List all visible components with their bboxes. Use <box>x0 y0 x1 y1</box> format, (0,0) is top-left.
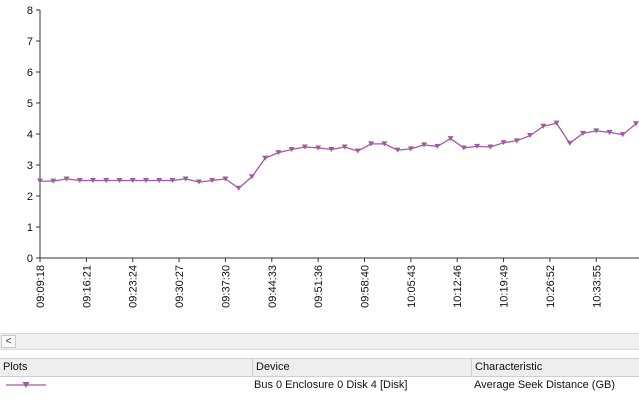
data-point <box>103 178 110 183</box>
data-point <box>235 185 242 191</box>
data-point <box>142 178 149 183</box>
y-tick-label: 0 <box>27 253 33 265</box>
device-cell: Bus 0 Enclosure 0 Disk 4 [Disk] <box>254 379 408 391</box>
data-point <box>315 145 322 151</box>
data-point <box>169 178 176 183</box>
plot-legend-cell <box>0 377 252 395</box>
data-point <box>460 145 467 151</box>
data-point <box>434 143 441 149</box>
data-point <box>527 133 534 139</box>
data-point <box>540 123 547 129</box>
y-tick-label: 2 <box>27 191 33 203</box>
data-point <box>262 155 269 161</box>
data-point <box>368 141 375 147</box>
data-point <box>182 176 189 182</box>
plots-table: Plots Device Characteristic Bus 0 Enclos… <box>0 358 639 407</box>
data-point <box>89 178 96 183</box>
data-point <box>381 141 388 147</box>
chart-axes <box>39 10 639 259</box>
y-tick-label: 1 <box>27 222 33 234</box>
data-point <box>209 178 216 183</box>
x-tick-label: 09:16:21 <box>81 265 93 308</box>
data-point <box>619 132 626 138</box>
data-point <box>500 140 507 146</box>
data-point <box>606 129 613 135</box>
data-point <box>407 146 414 152</box>
data-point <box>50 178 57 184</box>
x-tick-label: 10:33:55 <box>591 265 603 308</box>
x-tick-label: 09:30:27 <box>174 265 186 308</box>
data-point <box>553 120 560 126</box>
x-tick-label: 09:37:30 <box>220 265 232 308</box>
table-row[interactable]: Bus 0 Enclosure 0 Disk 4 [Disk] Average … <box>0 377 639 395</box>
data-point <box>301 144 308 150</box>
series-group <box>37 120 639 191</box>
data-point <box>341 144 348 150</box>
data-point <box>633 121 639 127</box>
x-tick-label: 09:58:40 <box>359 265 371 308</box>
data-point <box>328 147 335 152</box>
data-point <box>394 147 401 153</box>
data-point <box>63 176 70 182</box>
table-header: Plots Device Characteristic <box>0 358 639 377</box>
horizontal-scrollbar[interactable]: < <box>0 333 639 350</box>
data-point <box>195 179 202 185</box>
data-point <box>593 128 600 134</box>
data-point <box>275 150 282 156</box>
data-point <box>248 174 255 180</box>
x-tick-label: 09:44:33 <box>267 265 279 308</box>
legend-line-icon <box>6 382 46 388</box>
data-point <box>129 178 136 183</box>
x-tick-label: 09:51:36 <box>313 265 325 308</box>
characteristic-cell: Average Seek Distance (GB) <box>474 379 616 391</box>
y-tick-label: 3 <box>27 160 33 172</box>
data-point <box>76 178 83 183</box>
y-axis-ticks: 0 1 2 3 4 5 6 7 8 <box>27 5 40 265</box>
data-point <box>116 178 123 183</box>
data-point <box>447 136 454 142</box>
x-axis-ticks: 09:09:18 09:16:21 09:23:24 09:30:27 09:37:30… <box>35 258 603 308</box>
data-point <box>487 144 494 150</box>
x-tick-label: 10:26:52 <box>545 265 557 308</box>
data-point <box>474 143 481 149</box>
header-device[interactable]: Device <box>252 359 471 376</box>
data-point <box>222 176 229 182</box>
data-point <box>37 178 43 184</box>
y-tick-label: 5 <box>27 98 33 110</box>
line-chart: 0 1 2 3 4 5 6 7 8 09:09:18 09:16:21 09:23:24 09:30:… <box>27 5 639 308</box>
data-point <box>566 140 573 146</box>
header-characteristic[interactable]: Characteristic <box>471 359 639 376</box>
x-tick-label: 09:23:24 <box>128 265 140 308</box>
x-tick-label: 10:19:49 <box>499 265 511 308</box>
data-point <box>513 138 520 144</box>
data-point <box>580 130 587 136</box>
y-tick-label: 8 <box>27 5 33 17</box>
x-tick-label: 10:12:46 <box>452 265 464 308</box>
x-tick-label: 10:05:43 <box>406 265 418 308</box>
scroll-left-arrow-icon[interactable]: < <box>1 335 16 348</box>
y-tick-label: 4 <box>27 129 33 141</box>
series-line <box>40 122 637 190</box>
x-tick-label: 09:09:18 <box>35 265 47 308</box>
data-point <box>288 147 295 152</box>
data-point <box>354 148 361 154</box>
header-plots[interactable]: Plots <box>3 361 28 373</box>
data-point <box>421 142 428 148</box>
y-tick-label: 6 <box>27 67 33 79</box>
data-point <box>156 178 163 183</box>
y-tick-label: 7 <box>27 36 33 48</box>
